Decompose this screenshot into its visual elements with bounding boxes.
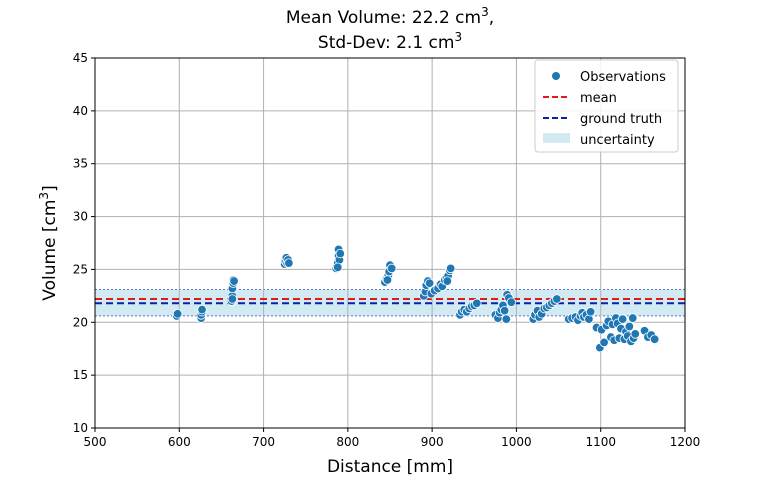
y-tick-label: 15 xyxy=(73,368,88,382)
observation-point xyxy=(552,294,562,304)
observation-point xyxy=(506,297,517,307)
x-tick-label: 700 xyxy=(252,435,275,449)
observation-point xyxy=(227,294,238,304)
observation-point xyxy=(630,329,640,339)
legend-ground-truth-label: ground truth xyxy=(580,112,662,127)
x-tick-label: 1200 xyxy=(670,435,701,449)
observation-point xyxy=(197,304,207,315)
legend-uncertainty-label: uncertainty xyxy=(580,133,655,148)
legend-observations-marker xyxy=(552,72,560,80)
observation-point xyxy=(628,313,638,323)
y-tick-label: 10 xyxy=(73,421,88,435)
chart-title-line-2: Std-Dev: 2.1 cm3 xyxy=(318,30,462,53)
x-tick-label: 900 xyxy=(421,435,444,449)
x-tick-label: 600 xyxy=(168,435,191,449)
observation-point xyxy=(424,278,435,288)
x-axis-label: Distance [mm] xyxy=(327,457,453,477)
observation-point xyxy=(499,305,510,316)
observation-point xyxy=(382,275,393,285)
plot-frame xyxy=(94,57,686,429)
observation-point xyxy=(333,262,343,273)
observation-point xyxy=(599,337,609,348)
observation-point xyxy=(501,314,512,324)
observation-point xyxy=(442,276,453,286)
legend-mean-label: mean xyxy=(580,91,617,106)
y-tick-label: 20 xyxy=(73,315,88,329)
x-tick-label: 1000 xyxy=(501,435,532,449)
observation-point xyxy=(172,309,183,319)
x-axis-ticks: 500 600 700 800 900 1000 1100 1200 xyxy=(84,428,701,449)
legend-box xyxy=(534,59,679,153)
legend-observations-label: Observations xyxy=(580,70,666,85)
y-tick-label: 25 xyxy=(73,262,88,276)
observation-point xyxy=(624,321,635,332)
observation-point xyxy=(229,276,239,286)
y-axis-ticks: 10 15 20 25 30 35 40 45 xyxy=(73,51,95,435)
y-tick-label: 30 xyxy=(73,210,88,224)
observation-point xyxy=(617,314,628,324)
y-tick-label: 45 xyxy=(73,51,88,65)
y-tick-label: 35 xyxy=(73,157,88,171)
chart-title-line-1: Mean Volume: 22.2 cm3, xyxy=(286,5,494,28)
x-tick-label: 500 xyxy=(84,435,107,449)
observation-point xyxy=(335,248,345,259)
observation-point xyxy=(386,263,397,274)
y-tick-label: 40 xyxy=(73,104,88,118)
observation-point xyxy=(585,307,596,317)
x-tick-label: 1100 xyxy=(585,435,616,449)
observation-point xyxy=(649,334,660,344)
x-tick-label: 800 xyxy=(336,435,359,449)
legend-uncertainty-marker xyxy=(543,133,570,143)
observation-point xyxy=(284,258,294,268)
observation-point xyxy=(445,263,456,274)
y-axis-label: Volume [cm3] xyxy=(37,185,60,300)
legend: Observations mean ground truth uncertain… xyxy=(534,59,679,153)
observation-point xyxy=(472,298,482,308)
observation-points-layer xyxy=(172,244,660,353)
